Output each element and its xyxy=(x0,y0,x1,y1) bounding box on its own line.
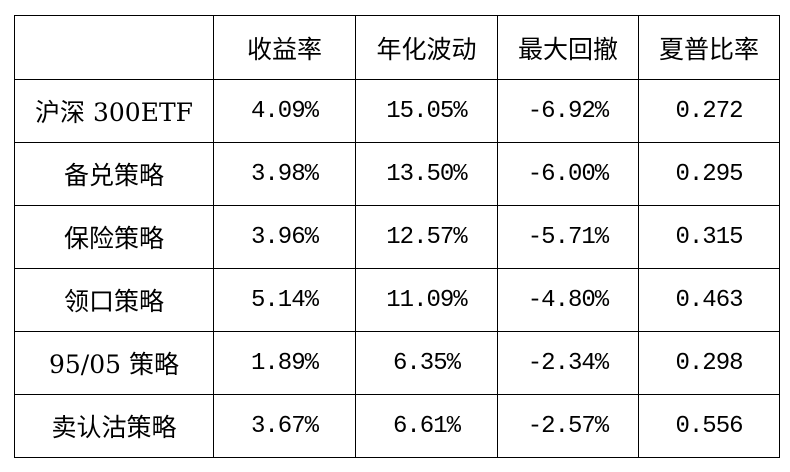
return-cell: 3.96% xyxy=(213,205,356,269)
header-corner xyxy=(14,15,214,80)
strategy-name: 95/05 策略 xyxy=(14,331,214,395)
table-row: 95/05 策略 1.89% 6.35% -2.34% 0.298 xyxy=(14,331,780,395)
return-cell: 5.14% xyxy=(213,268,356,332)
return-cell: 1.89% xyxy=(213,331,356,395)
table-row: 保险策略 3.96% 12.57% -5.71% 0.315 xyxy=(14,205,780,269)
volatility-cell: 11.09% xyxy=(355,268,498,332)
return-cell: 3.67% xyxy=(213,394,356,458)
sharpe-cell: 0.315 xyxy=(638,205,780,269)
header-volatility: 年化波动 xyxy=(355,15,498,80)
volatility-cell: 12.57% xyxy=(355,205,498,269)
max-drawdown-cell: -6.00% xyxy=(497,142,639,206)
volatility-cell: 15.05% xyxy=(355,79,498,143)
sharpe-cell: 0.272 xyxy=(638,79,780,143)
header-sharpe: 夏普比率 xyxy=(638,15,780,80)
header-row: 收益率 年化波动 最大回撤 夏普比率 xyxy=(14,15,780,80)
sharpe-cell: 0.295 xyxy=(638,142,780,206)
header-return: 收益率 xyxy=(213,15,356,80)
volatility-cell: 13.50% xyxy=(355,142,498,206)
volatility-cell: 6.35% xyxy=(355,331,498,395)
volatility-cell: 6.61% xyxy=(355,394,498,458)
return-cell: 3.98% xyxy=(213,142,356,206)
return-cell: 4.09% xyxy=(213,79,356,143)
strategy-name: 保险策略 xyxy=(14,205,214,269)
sharpe-cell: 0.463 xyxy=(638,268,780,332)
max-drawdown-cell: -4.80% xyxy=(497,268,639,332)
strategy-name: 备兑策略 xyxy=(14,142,214,206)
table-row: 领口策略 5.14% 11.09% -4.80% 0.463 xyxy=(14,268,780,332)
strategy-comparison-table: 收益率 年化波动 最大回撤 夏普比率 沪深 300ETF 4.09% 15.05% -… xyxy=(14,15,780,458)
table-row: 卖认沽策略 3.67% 6.61% -2.57% 0.556 xyxy=(14,394,780,458)
max-drawdown-cell: -6.92% xyxy=(497,79,639,143)
header-max-drawdown: 最大回撤 xyxy=(497,15,639,80)
max-drawdown-cell: -5.71% xyxy=(497,205,639,269)
max-drawdown-cell: -2.34% xyxy=(497,331,639,395)
table-row: 沪深 300ETF 4.09% 15.05% -6.92% 0.272 xyxy=(14,79,780,143)
max-drawdown-cell: -2.57% xyxy=(497,394,639,458)
table-row: 备兑策略 3.98% 13.50% -6.00% 0.295 xyxy=(14,142,780,206)
strategy-name: 卖认沽策略 xyxy=(14,394,214,458)
sharpe-cell: 0.298 xyxy=(638,331,780,395)
strategy-name: 领口策略 xyxy=(14,268,214,332)
sharpe-cell: 0.556 xyxy=(638,394,780,458)
strategy-name: 沪深 300ETF xyxy=(14,79,214,143)
